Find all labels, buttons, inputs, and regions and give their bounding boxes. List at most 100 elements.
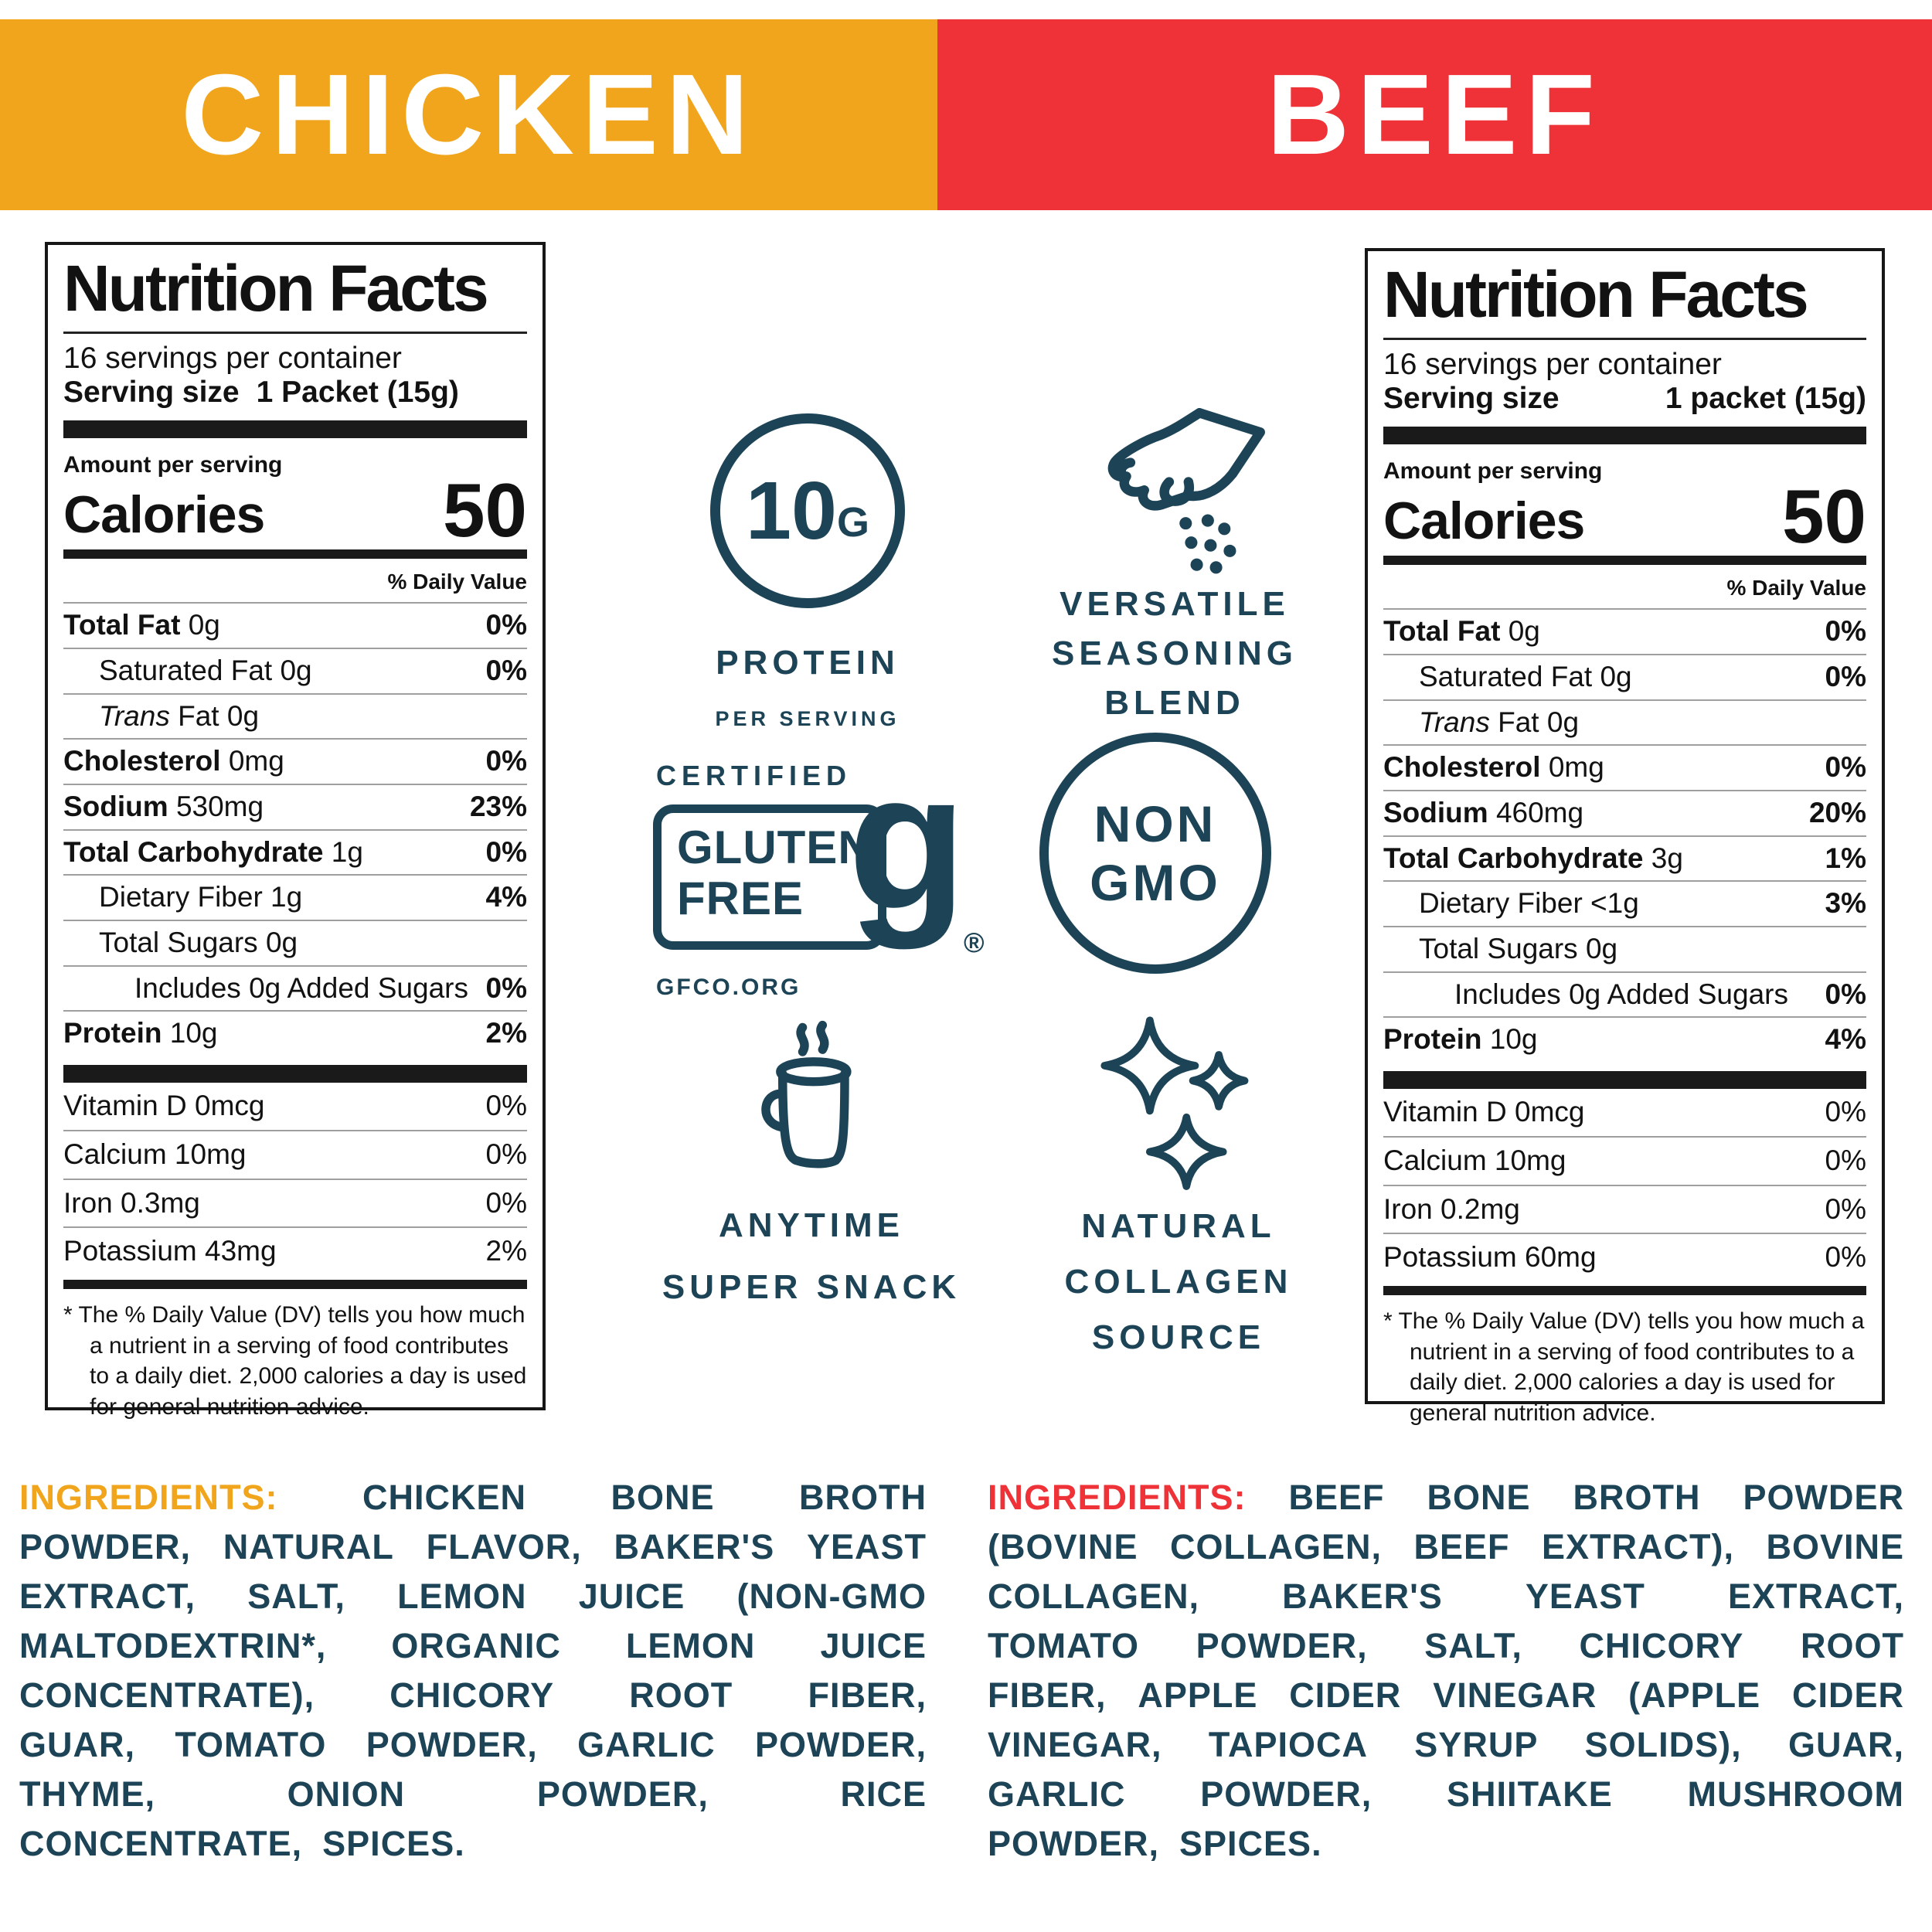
ingredient-word: VINEGAR, bbox=[988, 1725, 1162, 1764]
ingredient-word: CHICKEN bbox=[362, 1478, 527, 1517]
nutrient-daily-value: 3% bbox=[1825, 887, 1866, 920]
ingredient-word: TOMATO bbox=[175, 1725, 327, 1764]
nutrient-daily-value: 0% bbox=[1825, 1096, 1866, 1128]
nutrient-row: Trans Fat 0g bbox=[63, 692, 527, 739]
serving-size-row: Serving size 1 Packet (15g) bbox=[63, 375, 527, 411]
ingredients-line: VINEGAR, TAPIOCA SYRUP SOLIDS), GUAR, bbox=[988, 1716, 1904, 1765]
ingredient-word: BOVINE bbox=[1766, 1527, 1904, 1566]
ingredient-word: POWDER, bbox=[754, 1725, 927, 1764]
ingredient-word: APPLE bbox=[1138, 1675, 1258, 1715]
ingredients-line: GUAR, TOMATO POWDER, GARLIC POWDER, bbox=[19, 1716, 927, 1765]
calories-value: 50 bbox=[442, 468, 527, 553]
nutrient-daily-value: 0% bbox=[485, 745, 527, 777]
nutrient-daily-value: 0% bbox=[1825, 1241, 1866, 1274]
nutrient-daily-value: 0% bbox=[485, 1138, 527, 1170]
ingredient-word: SYRUP bbox=[1414, 1725, 1539, 1764]
seasoning-label-line3: BLEND bbox=[1104, 684, 1245, 722]
ingredient-word: POWDER, bbox=[1196, 1626, 1368, 1665]
nutrient-row: Vitamin D 0mcg 0% bbox=[63, 1083, 527, 1130]
calories-label: Calories bbox=[63, 485, 265, 545]
nutrient-daily-value: 0% bbox=[1825, 751, 1866, 784]
nutrient-row: Protein 10g 2% bbox=[63, 1010, 527, 1056]
nutrient-name: Total Fat 0g bbox=[1383, 615, 1540, 648]
ingredient-word: COLLAGEN, bbox=[1170, 1527, 1382, 1566]
gluten-free-box: GLUTEN FREE bbox=[653, 804, 886, 950]
beef-banner: BEEF bbox=[937, 19, 1932, 210]
ingredient-word: CIDER bbox=[1791, 1675, 1904, 1715]
nutrient-name: Iron 0.3mg bbox=[63, 1186, 200, 1219]
nutrient-name: Saturated Fat 0g bbox=[1419, 660, 1632, 692]
protein-grams: 10 bbox=[746, 464, 837, 556]
daily-value-header: % Daily Value bbox=[387, 570, 527, 594]
nutrient-daily-value: 23% bbox=[469, 791, 527, 823]
nutrient-row: Calcium 10mg 0% bbox=[63, 1129, 527, 1179]
nutrient-name: Total Fat 0g bbox=[63, 609, 220, 641]
nutrient-name: Iron 0.2mg bbox=[1383, 1192, 1520, 1225]
nutrient-daily-value: 2% bbox=[485, 1017, 527, 1049]
nutrient-row: Includes 0g Added Sugars 0% bbox=[1383, 971, 1866, 1017]
nutrient-row: Total Sugars 0g bbox=[1383, 926, 1866, 971]
beef-ingredients: INGREDIENTS: BEEF BONE BROTH POWDER (BOVINE CO… bbox=[988, 1468, 1904, 1864]
ingredient-word: TOMATO bbox=[988, 1626, 1139, 1665]
ingredient-word: FIBER, bbox=[808, 1675, 927, 1715]
nutrition-facts-title: Nutrition Facts bbox=[63, 255, 527, 334]
nutrient-name: Calcium 10mg bbox=[1383, 1144, 1566, 1176]
nutrient-row: Total Carbohydrate 1g 0% bbox=[63, 828, 527, 875]
nutrient-name: Includes 0g Added Sugars bbox=[1454, 978, 1788, 1010]
ingredients-line: (BOVINE COLLAGEN, BEEF EXTRACT), BOVINE bbox=[988, 1518, 1904, 1567]
divider-thick bbox=[63, 1065, 527, 1083]
nutrient-name: Potassium 43mg bbox=[63, 1235, 277, 1267]
amount-per-serving: Amount per serving bbox=[1383, 458, 1603, 485]
ingredient-word: MUSHROOM bbox=[1687, 1774, 1904, 1814]
nutrient-name: Calcium 10mg bbox=[63, 1138, 247, 1170]
servings-per-container: 16 servings per container bbox=[1383, 347, 1722, 381]
nutrient-name: Vitamin D 0mcg bbox=[1383, 1096, 1585, 1128]
nutrient-row: Iron 0.2mg 0% bbox=[1383, 1184, 1866, 1233]
chicken-banner-label: CHICKEN bbox=[181, 50, 757, 179]
ingredient-word: CIDER bbox=[1289, 1675, 1402, 1715]
ingredient-word: BROTH bbox=[799, 1478, 927, 1517]
serving-size-value: 1 packet (15g) bbox=[1665, 382, 1866, 416]
ingredient-word: GUAR, bbox=[1787, 1725, 1904, 1764]
ingredient-word: GARLIC bbox=[988, 1774, 1126, 1814]
ingredient-word: FLAVOR, bbox=[426, 1527, 582, 1566]
ingredients-line: EXTRACT, SALT, LEMON JUICE (NON-GMO bbox=[19, 1567, 927, 1617]
ingredient-word: (BOVINE bbox=[988, 1527, 1138, 1566]
collagen-label-line3: SOURCE bbox=[1091, 1318, 1266, 1356]
calories-label: Calories bbox=[1383, 492, 1585, 551]
ingredients-heading: INGREDIENTS: bbox=[19, 1478, 278, 1517]
amount-per-serving: Amount per serving bbox=[63, 452, 283, 478]
nutrient-name: Total Carbohydrate 1g bbox=[63, 835, 363, 868]
nutrient-daily-value: 0% bbox=[1825, 615, 1866, 648]
ingredient-word: BEEF bbox=[1288, 1478, 1385, 1517]
calories-row: Calories 50 bbox=[1383, 478, 1866, 554]
ingredient-word: THYME, bbox=[19, 1774, 156, 1814]
seasoning-label-line1: VERSATILE bbox=[1060, 585, 1290, 623]
nutrient-row: Cholesterol 0mg 0% bbox=[1383, 744, 1866, 790]
non-gmo-line2: GMO bbox=[1090, 854, 1221, 911]
anytime-snack-badge: ANYTIME SUPER SNACK bbox=[641, 1019, 981, 1308]
ingredient-word: POWDER, bbox=[366, 1725, 538, 1764]
serving-size-value: 1 Packet (15g) bbox=[256, 376, 459, 410]
dv-footnote: * The % Daily Value (DV) tells you how m… bbox=[1383, 1308, 1865, 1426]
micronutrient-rows: Vitamin D 0mcg 0% Calcium 10mg 0% Iron 0.2mg… bbox=[1383, 1089, 1866, 1281]
nutrient-name: Protein 10g bbox=[1383, 1023, 1538, 1056]
ingredients-line: POWDER, SPICES. bbox=[988, 1815, 1904, 1864]
gfco-org-label: GFCO.ORG bbox=[656, 975, 801, 1000]
ingredients-line: CONCENTRATE), CHICORY ROOT FIBER, bbox=[19, 1666, 927, 1716]
chicken-banner: CHICKEN bbox=[0, 19, 937, 210]
nutrient-name: Cholesterol 0mg bbox=[63, 745, 284, 777]
nutrient-daily-value: 0% bbox=[485, 971, 527, 1004]
sprinkling-hand-icon bbox=[1107, 408, 1265, 574]
collagen-badge: NATURAL COLLAGEN SOURCE bbox=[1028, 1014, 1329, 1359]
nutrition-facts-title: Nutrition Facts bbox=[1383, 261, 1866, 340]
nutrient-row: Potassium 43mg 2% bbox=[63, 1226, 527, 1275]
ingredient-word: POWDER bbox=[1743, 1478, 1904, 1517]
ingredient-word: EXTRACT), bbox=[1541, 1527, 1734, 1566]
registered-mark: ® bbox=[964, 927, 985, 958]
collagen-label-line2: COLLAGEN bbox=[1064, 1263, 1293, 1301]
nutrient-name: Vitamin D 0mcg bbox=[63, 1090, 265, 1122]
ingredients-line: COLLAGEN, BAKER'S YEAST EXTRACT, bbox=[988, 1567, 1904, 1617]
ingredient-word: TAPIOCA bbox=[1208, 1725, 1368, 1764]
